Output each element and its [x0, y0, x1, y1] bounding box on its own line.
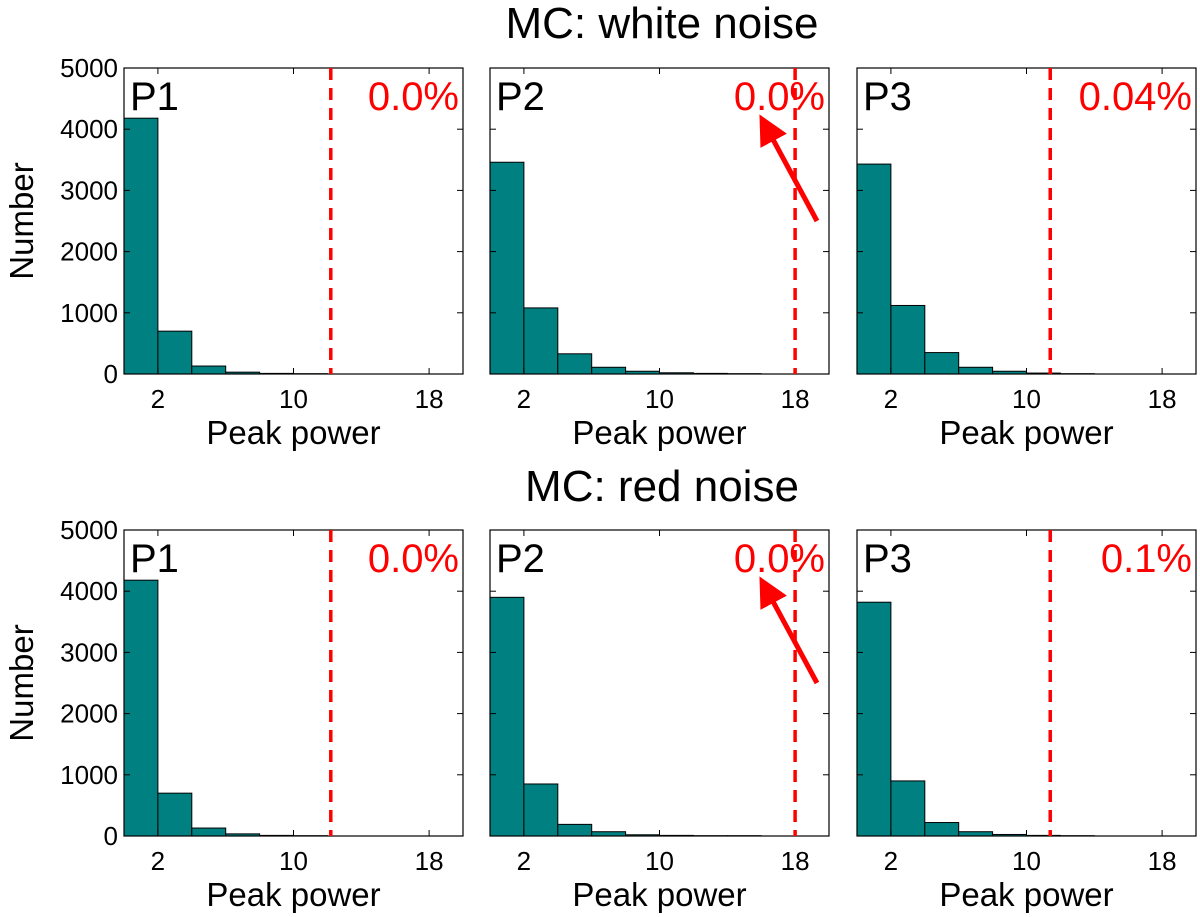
x-tick-label: 18 — [415, 384, 444, 414]
x-axis-label: Peak power — [572, 876, 746, 913]
histogram-bar-r1-p3 — [924, 352, 960, 375]
y-tick-label: 3000 — [60, 637, 118, 667]
histogram-bar-r2-p2 — [523, 783, 559, 837]
x-tick-label: 18 — [1148, 384, 1177, 414]
row-title-1: MC: white noise — [505, 0, 818, 48]
x-tick-label: 2 — [884, 384, 898, 414]
y-tick-label: 1000 — [60, 298, 118, 328]
x-tick-label: 18 — [781, 846, 810, 876]
arrow-annotation-r1-p2 — [759, 114, 820, 223]
x-tick-label: 10 — [645, 384, 674, 414]
x-axis-label: Peak power — [206, 876, 380, 913]
panel-label-r1-p3: P3 — [863, 75, 912, 119]
y-axis-label-2: Number — [3, 624, 40, 741]
y-axis-label-1: Number — [3, 162, 40, 279]
panel-label-r2-p2: P2 — [496, 537, 545, 581]
panel-label-r2-p3: P3 — [863, 537, 912, 581]
histogram-bar-r1-p1 — [157, 330, 193, 375]
x-tick-label: 2 — [517, 384, 531, 414]
histogram-bar-r2-p3 — [890, 780, 926, 837]
panel-label-r1-p1: P1 — [130, 75, 179, 119]
percent-annotation-r2-p1: 0.0% — [368, 537, 459, 581]
histogram-bar-r2-p2 — [557, 823, 593, 837]
y-tick-label: 3000 — [60, 175, 118, 205]
histogram-bar-r2-p1 — [191, 827, 227, 837]
x-tick-label: 10 — [279, 846, 308, 876]
y-tick-label: 0 — [104, 821, 118, 851]
x-tick-label: 10 — [279, 384, 308, 414]
y-tick-label: 5000 — [60, 515, 118, 545]
histogram-bar-r2-p1 — [123, 579, 159, 837]
x-tick-label: 10 — [1012, 384, 1041, 414]
panel-label-r2-p1: P1 — [130, 537, 179, 581]
x-axis-label: Peak power — [206, 414, 380, 451]
arrow-annotation-r2-p2 — [759, 576, 820, 685]
x-tick-label: 18 — [415, 846, 444, 876]
x-tick-label: 18 — [1148, 846, 1177, 876]
histogram-bar-r1-p3 — [890, 304, 926, 375]
y-tick-label: 5000 — [60, 53, 118, 83]
histogram-bar-r1-p1 — [123, 117, 159, 375]
x-tick-label: 18 — [781, 384, 810, 414]
histogram-bar-r2-p2 — [489, 596, 525, 837]
x-axis-label: Peak power — [939, 414, 1113, 451]
histogram-bar-r2-p1 — [157, 792, 193, 837]
x-tick-label: 10 — [1012, 846, 1041, 876]
percent-annotation-r2-p2: 0.0% — [734, 537, 825, 581]
row-title-2: MC: red noise — [525, 462, 799, 511]
y-tick-label: 0 — [104, 359, 118, 389]
percent-annotation-r2-p3: 0.1% — [1101, 537, 1192, 581]
histogram-bar-r1-p2 — [591, 366, 627, 375]
y-tick-label: 4000 — [60, 576, 118, 606]
y-tick-label: 2000 — [60, 237, 118, 267]
panel-label-r1-p2: P2 — [496, 75, 545, 119]
percent-annotation-r1-p2: 0.0% — [734, 75, 825, 119]
histogram-bar-r2-p3 — [856, 601, 892, 837]
y-tick-label: 2000 — [60, 699, 118, 729]
histogram-bar-r2-p3 — [924, 822, 960, 837]
histogram-bar-r2-p2 — [591, 831, 627, 837]
y-tick-label: 4000 — [60, 114, 118, 144]
histogram-bar-r1-p2 — [557, 353, 593, 375]
x-axis-label: Peak power — [572, 414, 746, 451]
histogram-bar-r1-p1 — [191, 365, 227, 375]
x-tick-label: 2 — [517, 846, 531, 876]
y-tick-label: 1000 — [60, 760, 118, 790]
histogram-bar-r1-p2 — [523, 307, 559, 375]
percent-annotation-r1-p3: 0.04% — [1079, 75, 1192, 119]
x-tick-label: 2 — [884, 846, 898, 876]
histogram-bar-r1-p3 — [856, 163, 892, 375]
percent-annotation-r1-p1: 0.0% — [368, 75, 459, 119]
x-axis-label: Peak power — [939, 876, 1113, 913]
x-tick-label: 2 — [151, 846, 165, 876]
histogram-bar-r1-p3 — [958, 366, 994, 375]
histogram-bar-r1-p2 — [489, 161, 525, 375]
histogram-bar-r2-p3 — [958, 831, 994, 837]
x-tick-label: 10 — [645, 846, 674, 876]
x-tick-label: 2 — [151, 384, 165, 414]
